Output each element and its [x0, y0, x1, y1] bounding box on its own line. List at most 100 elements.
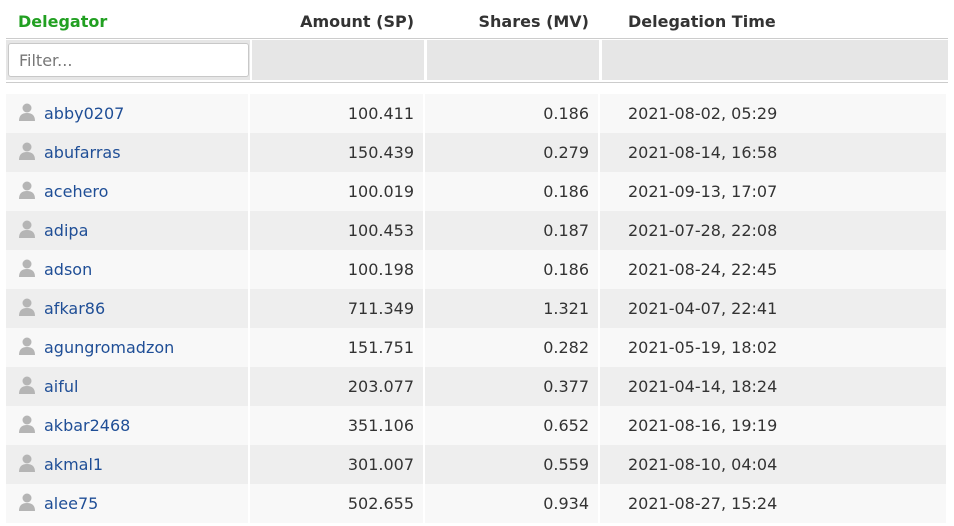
- table-cell: [425, 406, 600, 445]
- delegation-time: 2021-08-10, 04:04: [628, 455, 778, 474]
- shares: 0.186: [543, 182, 589, 201]
- table-cell: [250, 133, 425, 172]
- shares: 0.279: [543, 143, 589, 162]
- table-row: acehero 100.019 0.186 2021-09-13, 17:07: [6, 172, 948, 211]
- avatar-icon: [19, 337, 35, 355]
- table-cell: [600, 328, 948, 367]
- table-cell: [425, 250, 600, 289]
- table-cell: [6, 484, 250, 523]
- avatar-icon: [19, 298, 35, 316]
- delegator-link[interactable]: abufarras: [44, 143, 121, 162]
- delegation-time: 2021-07-28, 22:08: [628, 221, 778, 240]
- table-cell: [6, 406, 250, 445]
- table-cell: [600, 406, 948, 445]
- delegation-time: 2021-09-13, 17:07: [628, 182, 778, 201]
- amount: 100.198: [347, 260, 414, 279]
- shares: 0.934: [543, 494, 589, 513]
- delegator-link[interactable]: adson: [44, 260, 93, 279]
- table-row: aiful 203.077 0.377 2021-04-14, 18:24: [6, 367, 948, 406]
- table-cell: [250, 484, 425, 523]
- delegation-time: 2021-08-14, 16:58: [628, 143, 778, 162]
- column-header[interactable]: Delegator: [18, 12, 108, 31]
- amount: 100.411: [347, 104, 414, 123]
- table-cell: [6, 172, 250, 211]
- header-divider: [6, 38, 948, 39]
- delegation-time: 2021-04-07, 22:41: [628, 299, 778, 318]
- filter-cell: [602, 40, 948, 80]
- table-cell: [250, 406, 425, 445]
- filter-divider: [6, 82, 948, 83]
- table-cell: [600, 172, 948, 211]
- table-cell: [425, 172, 600, 211]
- shares: 0.187: [543, 221, 589, 240]
- table-cell: [6, 133, 250, 172]
- delegation-time: 2021-08-02, 05:29: [628, 104, 778, 123]
- amount: 100.019: [347, 182, 414, 201]
- avatar-icon: [19, 220, 35, 238]
- delegation-time: 2021-05-19, 18:02: [628, 338, 778, 357]
- delegator-link[interactable]: aiful: [44, 377, 79, 396]
- avatar-icon: [19, 493, 35, 511]
- table-cell: [425, 289, 600, 328]
- delegation-time: 2021-04-14, 18:24: [628, 377, 778, 396]
- delegator-link[interactable]: agungromadzon: [44, 338, 175, 357]
- table-cell: [600, 367, 948, 406]
- shares: 0.282: [543, 338, 589, 357]
- table-cell: [425, 445, 600, 484]
- column-header[interactable]: Amount (SP): [300, 12, 414, 31]
- table-cell: [250, 211, 425, 250]
- table-cell: [425, 367, 600, 406]
- table-cell: [600, 211, 948, 250]
- column-header[interactable]: Delegation Time: [628, 12, 776, 31]
- shares: 0.377: [543, 377, 589, 396]
- table-row: adipa 100.453 0.187 2021-07-28, 22:08: [6, 211, 948, 250]
- delegation-time: 2021-08-27, 15:24: [628, 494, 778, 513]
- shares: 1.321: [543, 299, 589, 318]
- table-cell: [6, 328, 250, 367]
- filter-cell: [427, 40, 599, 80]
- table-cell: [250, 328, 425, 367]
- delegator-link[interactable]: abby0207: [44, 104, 125, 123]
- table-cell: [6, 94, 250, 133]
- table-cell: [250, 94, 425, 133]
- delegator-link[interactable]: adipa: [44, 221, 89, 240]
- avatar-icon: [19, 142, 35, 160]
- delegator-link[interactable]: alee75: [44, 494, 99, 513]
- table-cell: [250, 445, 425, 484]
- delegation-time: 2021-08-24, 22:45: [628, 260, 778, 279]
- filter-cell: [252, 40, 424, 80]
- column-header[interactable]: Shares (MV): [478, 12, 589, 31]
- table-row: abby0207 100.411 0.186 2021-08-02, 05:29: [6, 94, 948, 133]
- avatar-icon: [19, 259, 35, 277]
- filter-input[interactable]: [8, 43, 249, 77]
- table-cell: [6, 289, 250, 328]
- avatar-icon: [19, 103, 35, 121]
- table-cell: [600, 133, 948, 172]
- table-row: agungromadzon 151.751 0.282 2021-05-19, 18:…: [6, 328, 948, 367]
- shares: 0.186: [543, 104, 589, 123]
- avatar-icon: [19, 181, 35, 199]
- amount: 301.007: [347, 455, 414, 474]
- table-cell: [600, 250, 948, 289]
- table-cell: [250, 250, 425, 289]
- table-row: adson 100.198 0.186 2021-08-24, 22:45: [6, 250, 948, 289]
- table-cell: [6, 367, 250, 406]
- shares: 0.652: [543, 416, 589, 435]
- delegation-time: 2021-08-16, 19:19: [628, 416, 778, 435]
- table-cell: [600, 289, 948, 328]
- delegator-link[interactable]: akmal1: [44, 455, 104, 474]
- delegator-link[interactable]: acehero: [44, 182, 109, 201]
- table-cell: [6, 211, 250, 250]
- table-cell: [425, 94, 600, 133]
- table-cell: [425, 484, 600, 523]
- table-row: abufarras 150.439 0.279 2021-08-14, 16:58: [6, 133, 948, 172]
- avatar-icon: [19, 376, 35, 394]
- avatar-icon: [19, 454, 35, 472]
- table-row: akmal1 301.007 0.559 2021-08-10, 04:04: [6, 445, 948, 484]
- delegator-link[interactable]: akbar2468: [44, 416, 131, 435]
- avatar-icon: [19, 415, 35, 433]
- delegator-link[interactable]: afkar86: [44, 299, 106, 318]
- table-row: afkar86 711.349 1.321 2021-04-07, 22:41: [6, 289, 948, 328]
- table-row: akbar2468 351.106 0.652 2021-08-16, 19:19: [6, 406, 948, 445]
